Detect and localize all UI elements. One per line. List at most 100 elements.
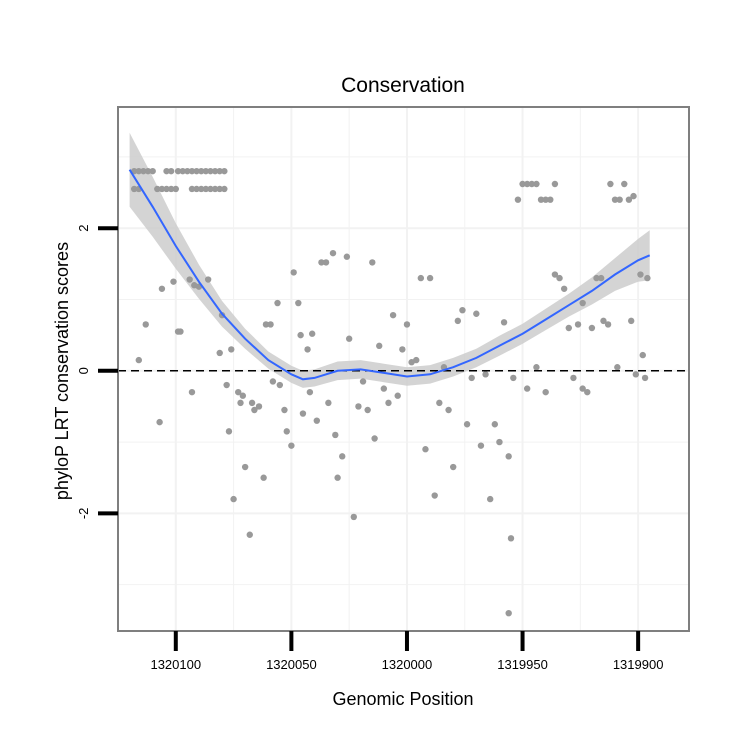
data-point: [547, 196, 554, 203]
x-axis-label: Genomic Position: [332, 689, 473, 709]
data-point: [179, 167, 186, 175]
data-point: [445, 406, 452, 414]
data-point: [313, 417, 321, 424]
data-point: [639, 351, 646, 359]
data-point: [523, 385, 531, 392]
data-point: [235, 388, 242, 396]
data-point: [262, 321, 270, 328]
data-point: [584, 388, 591, 396]
data-point: [144, 167, 152, 175]
data-point: [167, 167, 175, 175]
x-tick-label: 1320000: [382, 657, 433, 672]
data-point: [223, 381, 230, 389]
data-point: [334, 474, 341, 481]
data-point: [454, 317, 462, 325]
data-point: [158, 285, 166, 292]
data-point: [542, 196, 549, 203]
data-point: [322, 259, 330, 266]
data-point: [625, 196, 633, 203]
data-point: [496, 438, 503, 446]
data-point: [556, 274, 563, 282]
data-point: [156, 418, 163, 426]
data-point: [463, 421, 471, 428]
data-point: [230, 495, 237, 503]
data-point: [130, 185, 138, 193]
data-point: [135, 167, 143, 175]
data-point: [621, 180, 628, 188]
data-point: [267, 321, 274, 328]
data-point: [616, 196, 623, 203]
data-point: [644, 274, 651, 282]
x-tick-label: 1320050: [266, 657, 317, 672]
data-point: [163, 185, 170, 193]
data-point: [528, 180, 536, 188]
data-point: [211, 167, 219, 175]
data-point: [614, 364, 621, 371]
data-point: [486, 495, 494, 503]
data-point: [505, 453, 512, 460]
data-point: [281, 406, 288, 414]
data-point: [364, 406, 371, 414]
data-point: [350, 513, 357, 521]
data-point: [239, 392, 247, 399]
data-point: [403, 321, 411, 328]
data-point: [308, 330, 316, 337]
data-point: [574, 321, 582, 328]
data-point: [306, 388, 314, 396]
data-point: [579, 299, 586, 307]
data-point: [630, 192, 637, 200]
data-point: [542, 388, 549, 396]
data-point: [355, 403, 362, 410]
data-point: [318, 259, 325, 266]
data-point: [537, 196, 545, 203]
data-point: [163, 167, 170, 175]
data-point: [225, 428, 233, 435]
data-point: [482, 371, 489, 378]
data-point: [269, 378, 277, 385]
x-tick-label: 1320100: [150, 657, 201, 672]
data-point: [431, 492, 438, 499]
data-point: [551, 180, 559, 188]
data-point: [207, 167, 214, 175]
data-point: [514, 196, 522, 203]
data-point: [237, 399, 244, 407]
data-point: [523, 180, 531, 188]
plot-panel: [117, 106, 690, 632]
data-point: [477, 442, 485, 449]
data-point: [193, 167, 200, 175]
x-tick-label: 1319950: [497, 657, 548, 672]
data-point: [641, 374, 649, 382]
chart-title: Conservation: [341, 74, 465, 97]
data-point: [241, 463, 249, 471]
data-point: [505, 609, 512, 617]
data-points: [130, 167, 651, 617]
data-point: [170, 278, 177, 285]
data-point: [510, 374, 517, 382]
x-tick-label: 1319900: [613, 657, 664, 672]
data-point: [560, 285, 568, 292]
data-point: [297, 331, 304, 339]
data-point: [380, 385, 388, 392]
data-point: [198, 167, 205, 175]
data-point: [597, 274, 605, 282]
data-point: [570, 374, 577, 382]
data-point: [290, 269, 297, 276]
data-point: [607, 180, 614, 188]
data-point: [389, 311, 397, 319]
data-point: [288, 442, 295, 449]
data-point: [204, 276, 212, 283]
data-point: [228, 346, 235, 353]
data-point: [158, 185, 166, 193]
data-point: [600, 317, 607, 325]
data-point: [174, 167, 182, 175]
y-tick-label: 0: [76, 367, 91, 374]
data-point: [369, 259, 376, 266]
data-point: [295, 299, 302, 307]
data-point: [450, 463, 457, 471]
data-point: [345, 335, 353, 342]
data-point: [260, 474, 267, 481]
data-point: [359, 378, 367, 385]
data-point: [579, 385, 586, 392]
data-point: [399, 346, 406, 353]
data-point: [193, 185, 200, 193]
